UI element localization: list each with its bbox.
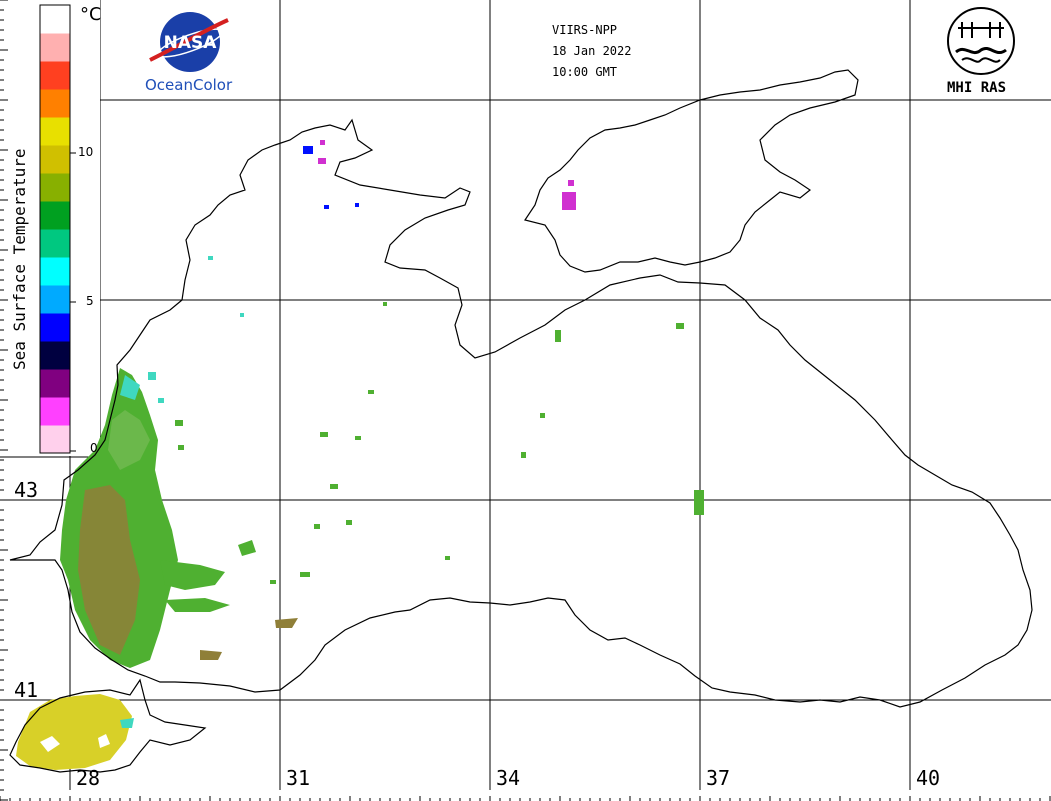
legend-tick-10: 10 bbox=[78, 145, 94, 159]
sst-magenta-pixels bbox=[318, 140, 576, 210]
legend-color-swatch bbox=[40, 145, 70, 174]
lon-label-34: 34 bbox=[496, 766, 521, 790]
legend-tick-5: 5 bbox=[86, 294, 94, 308]
sst-scattered-pixels bbox=[175, 302, 704, 584]
mhi-label: MHI RAS bbox=[947, 80, 1007, 96]
mhi-logo bbox=[947, 7, 1015, 75]
legend-color-swatch bbox=[40, 425, 70, 454]
legend-color-swatch bbox=[40, 285, 70, 314]
legend-color-swatch bbox=[40, 397, 70, 426]
satellite-label: VIIRS-NPP bbox=[552, 23, 618, 37]
legend-title: Sea Surface Temperature bbox=[10, 148, 29, 370]
lon-label-28: 28 bbox=[76, 766, 101, 790]
legend-color-swatch bbox=[40, 341, 70, 370]
legend-color-swatch bbox=[40, 5, 70, 34]
nasa-logo-text: NASA bbox=[164, 33, 218, 53]
sst-blue-pixels bbox=[303, 146, 359, 209]
legend-color-swatch bbox=[40, 117, 70, 146]
legend-color-swatch bbox=[40, 33, 70, 62]
legend-color-swatch bbox=[40, 257, 70, 286]
coastline bbox=[9, 69, 1033, 773]
sst-western-shelf bbox=[60, 368, 298, 668]
legend-ticks bbox=[70, 152, 76, 452]
legend-color-swatch bbox=[40, 229, 70, 258]
legend-unit: °C bbox=[80, 4, 102, 25]
sst-cyan-pixels bbox=[148, 256, 244, 403]
legend-color-swatch bbox=[40, 201, 70, 230]
legend-color-swatch bbox=[40, 61, 70, 90]
lat-label-43: 43 bbox=[14, 478, 39, 502]
lon-label-37: 37 bbox=[706, 766, 731, 790]
legend-color-swatch bbox=[40, 173, 70, 202]
legend-colorbar-frame bbox=[39, 4, 71, 454]
sst-marmara bbox=[16, 694, 134, 770]
lon-label-40: 40 bbox=[916, 766, 941, 790]
legend-color-swatch bbox=[40, 369, 70, 398]
lon-label-31: 31 bbox=[286, 766, 311, 790]
nasa-logo: NASA bbox=[149, 12, 229, 72]
lat-label-41: 41 bbox=[14, 678, 39, 702]
legend-color-swatch bbox=[40, 313, 70, 342]
time-label: 10:00 GMT bbox=[552, 65, 618, 79]
legend-color-swatch bbox=[40, 89, 70, 118]
legend-colorbar bbox=[40, 5, 70, 454]
oceancolor-label: OceanColor bbox=[145, 76, 233, 94]
legend-tick-0: 0 bbox=[90, 441, 98, 455]
date-label: 18 Jan 2022 bbox=[552, 44, 632, 58]
